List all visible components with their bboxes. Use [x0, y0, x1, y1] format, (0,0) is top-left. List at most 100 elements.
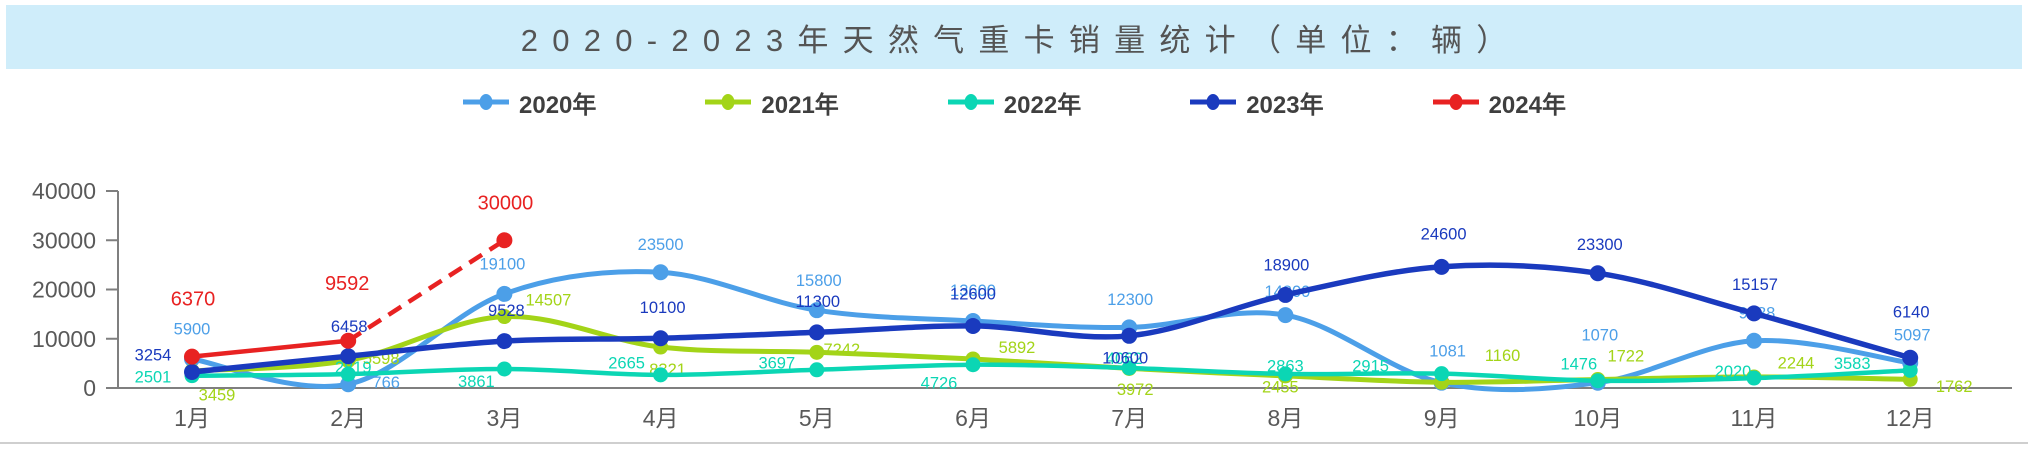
legend-label: 2021年 [761, 91, 839, 119]
data-label: 24600 [1421, 226, 1467, 244]
legend-item-2021[interactable]: 2021年 [704, 85, 839, 120]
legend-marker-icon [705, 94, 752, 110]
data-label: 1081 [1429, 342, 1466, 360]
data-label: 6458 [331, 318, 368, 336]
y-tick-label: 30000 [32, 227, 96, 253]
series-line [189, 362, 1913, 384]
data-label: 15800 [796, 272, 842, 290]
data-label: 5892 [999, 339, 1036, 357]
x-tick-label: 1月 [174, 405, 210, 431]
x-tick-label: 9月 [1424, 405, 1460, 431]
legend-item-2020[interactable]: 2020年 [462, 85, 596, 120]
data-point [1902, 349, 1919, 366]
data-label: 11300 [795, 293, 840, 311]
data-label: 1160 [1485, 347, 1520, 365]
data-label: 5097 [1894, 327, 1931, 345]
data-point [496, 333, 513, 350]
data-point [340, 332, 357, 349]
x-tick-label: 6月 [955, 405, 991, 431]
series-2022: 2501 2819 3861 2665 3697 4726 4062 2863 2915 1476… [135, 350, 1918, 392]
legend-marker-icon [947, 94, 994, 110]
x-tick-label: 10月 [1574, 405, 1623, 431]
data-point [340, 366, 356, 382]
data-label: 1762 [1936, 378, 1973, 396]
y-tick-label: 0 [83, 375, 96, 401]
data-label: 30000 [478, 192, 534, 214]
legend-label: 2024年 [1488, 91, 1566, 119]
x-tick-label: 4月 [643, 405, 679, 431]
data-label: 23300 [1577, 236, 1623, 254]
data-label: 4062 [1106, 350, 1143, 368]
data-label: 13600 [950, 282, 996, 300]
page-divider [0, 442, 2028, 444]
data-point [1902, 362, 1918, 378]
data-label: 1070 [1581, 327, 1618, 345]
data-label: 2501 [135, 368, 172, 386]
data-point [809, 362, 825, 378]
data-label: 7242 [823, 341, 860, 359]
legend-label: 2020年 [519, 91, 597, 119]
data-label: 9592 [325, 273, 370, 295]
data-label: 18900 [1263, 257, 1309, 275]
data-label: 1722 [1607, 347, 1644, 365]
data-label: 6140 [1893, 304, 1930, 322]
title-banner: 2020-2023年天然气重卡销量统计（单位：辆） [6, 5, 2022, 69]
data-label: 5900 [174, 321, 211, 339]
data-label: 2455 [1262, 379, 1299, 397]
data-point [1277, 366, 1293, 382]
data-label: 3972 [1117, 381, 1154, 399]
data-point [808, 302, 825, 319]
data-point [1121, 327, 1138, 344]
legend-item-2022[interactable]: 2022年 [947, 85, 1081, 120]
data-point [653, 367, 669, 383]
data-point [340, 348, 357, 365]
data-label: 1476 [1560, 356, 1597, 374]
data-label: 2244 [1778, 355, 1815, 373]
data-point [1121, 360, 1137, 376]
series-line [189, 262, 1913, 375]
data-label: 3697 [758, 355, 795, 373]
data-label: 2863 [1267, 358, 1304, 376]
series-2023: 3254 6458 9528 10100 11300 12600 10600 18900 246… [135, 226, 1930, 380]
x-tick-label: 5月 [799, 405, 835, 431]
legend-item-2023[interactable]: 2023年 [1189, 85, 1324, 120]
series-line-solid [191, 338, 349, 359]
legend-marker-icon [1190, 94, 1237, 110]
data-point [184, 363, 200, 380]
data-label: 2819 [335, 359, 372, 377]
legend-marker-icon [1432, 94, 1479, 110]
y-tick-label: 40000 [32, 178, 96, 204]
data-point [1434, 366, 1450, 382]
data-point [1589, 265, 1606, 282]
data-label: 15157 [1732, 276, 1778, 294]
data-label: 766 [372, 374, 400, 392]
data-label: 10600 [1102, 350, 1148, 368]
data-point [808, 324, 825, 341]
data-label: 19100 [479, 256, 525, 274]
data-point [1277, 286, 1294, 303]
data-point [496, 361, 512, 377]
legend-marker-icon [463, 94, 510, 110]
data-point [965, 357, 981, 373]
x-tick-label: 8月 [1268, 405, 1304, 431]
data-point [809, 344, 825, 360]
data-label: 6370 [171, 289, 216, 311]
data-point [652, 264, 669, 281]
data-label: 4726 [921, 374, 958, 392]
data-point [1590, 373, 1606, 389]
data-point [496, 232, 513, 249]
y-tick-label: 10000 [32, 326, 96, 352]
x-tick-label: 2月 [330, 405, 366, 431]
data-label: 3254 [135, 347, 172, 365]
data-point [1277, 307, 1294, 324]
data-point [1746, 332, 1762, 349]
data-label: 23500 [638, 236, 684, 254]
legend-item-2024[interactable]: 2024年 [1432, 85, 1566, 120]
data-label: 3583 [1834, 355, 1871, 373]
y-tick-label: 20000 [32, 277, 96, 303]
data-point [965, 317, 981, 334]
legend-label: 2022年 [1003, 91, 1082, 119]
